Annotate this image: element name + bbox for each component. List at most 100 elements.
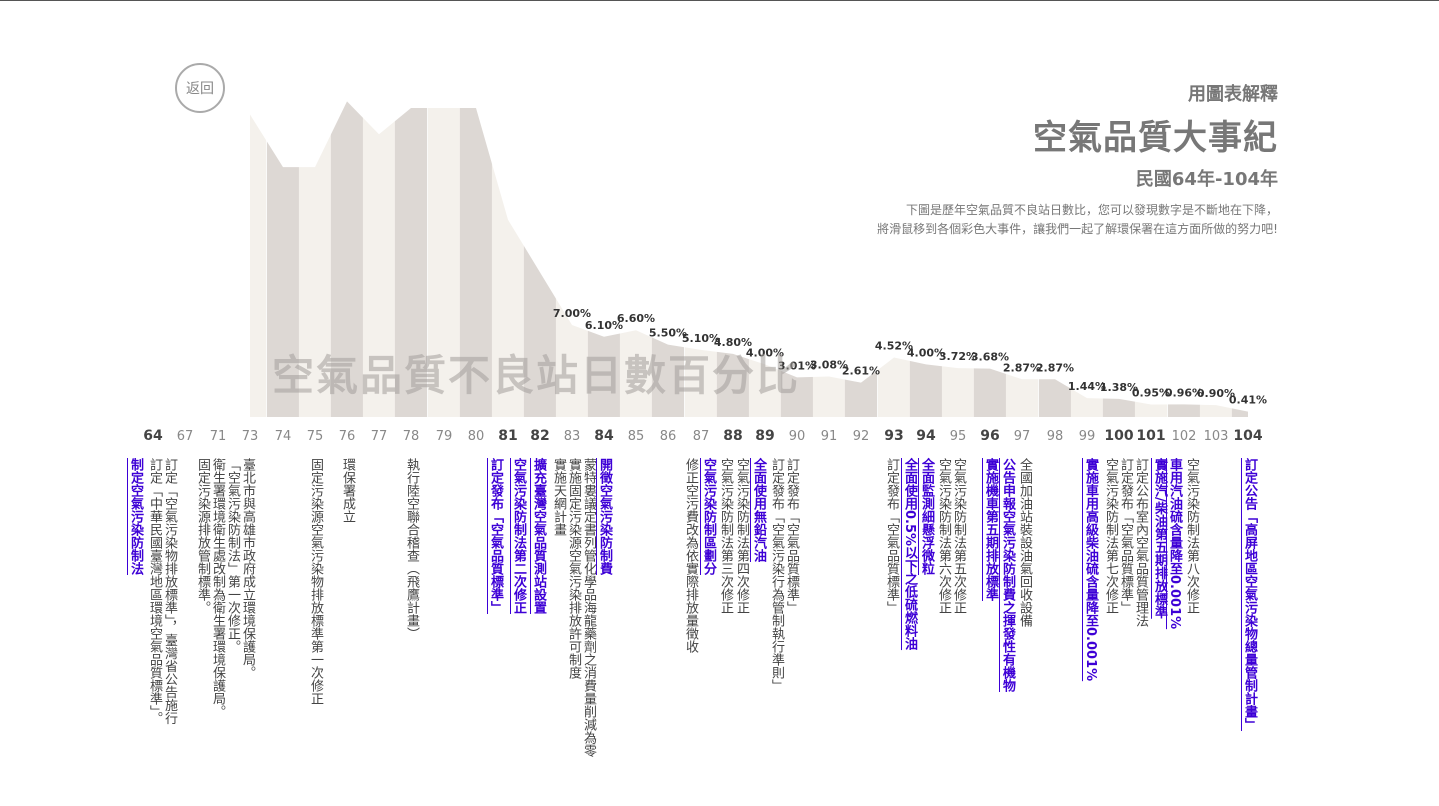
x-tick-label[interactable]: 74 bbox=[275, 429, 292, 444]
event-99[interactable]: 實施車用高級柴油硫含量降至0.001% bbox=[1083, 458, 1098, 681]
x-tick-label[interactable]: 97 bbox=[1014, 429, 1031, 444]
area-column bbox=[877, 101, 911, 417]
x-tick-label[interactable]: 92 bbox=[853, 429, 870, 444]
event-line: 「空氣污染防制法」第一次修正。 bbox=[225, 458, 240, 653]
value-label: 3.72% bbox=[939, 350, 977, 363]
x-tick-label[interactable]: 100 bbox=[1104, 428, 1133, 444]
value-label: 5.10% bbox=[682, 332, 720, 345]
event-75: 固定污染源空氣污染物排放標準第一次修正 bbox=[308, 458, 323, 705]
area-column bbox=[1134, 101, 1168, 417]
page-title: 空氣品質大事紀 bbox=[1033, 118, 1278, 158]
event-82a[interactable]: 空氣污染防制法第二次修正 bbox=[511, 458, 526, 614]
event-line: 固定污染源空氣污染物排放標準第一次修正 bbox=[308, 458, 323, 705]
x-tick-label[interactable]: 95 bbox=[950, 429, 967, 444]
x-tick-label[interactable]: 101 bbox=[1136, 428, 1165, 444]
x-tick-label[interactable]: 75 bbox=[307, 429, 324, 444]
x-tick-label[interactable]: 73 bbox=[242, 429, 259, 444]
event-line: 訂定發布「空氣品質標準」 bbox=[784, 458, 799, 614]
event-line: 空氣污染防制法第八次修正 bbox=[1184, 458, 1199, 614]
event-71: 臺北市與高雄市政府成立環境保護局。 「空氣污染防制法」第一次修正。 衛生署環境衛生處… bbox=[195, 458, 255, 718]
description: 下圖是歷年空氣品質不良站日數比，您可以發現數字是不斷地在下降， 將滑鼠移到各個彩… bbox=[877, 201, 1278, 239]
event-78: 執行陸空聯合稽查（飛鷹計畫） bbox=[404, 458, 419, 640]
top-border bbox=[0, 0, 1439, 1]
event-line: 固定污染源排放管制標準。 bbox=[195, 458, 210, 614]
x-tick-label[interactable]: 64 bbox=[143, 428, 163, 444]
value-label: 3.01% bbox=[778, 359, 816, 372]
event-line: 開徵空氣污染防制費 bbox=[597, 458, 612, 575]
x-tick-label[interactable]: 89 bbox=[755, 428, 774, 444]
event-64[interactable]: 制定空氣污染防制法 bbox=[128, 458, 143, 575]
value-label: 4.00% bbox=[746, 346, 784, 359]
event-line: 實施汽/柴油第五期排放標準 bbox=[1152, 458, 1167, 619]
area-column bbox=[1102, 101, 1136, 417]
event-101[interactable]: 車用汽油硫含量降至0.001% 實施汽/柴油第五期排放標準 bbox=[1152, 458, 1182, 629]
event-line: 訂定發布「空氣品質標準」 bbox=[488, 458, 503, 614]
event-104[interactable]: 訂定公告「高屏地區空氣污染物總量管制計畫」 bbox=[1242, 458, 1257, 731]
x-tick-label[interactable]: 78 bbox=[403, 429, 420, 444]
x-tick-label[interactable]: 98 bbox=[1047, 429, 1064, 444]
event-line: 實施固定污染源空氣污染排放許可制度 bbox=[566, 458, 581, 679]
x-tick-label[interactable]: 67 bbox=[177, 429, 194, 444]
x-tick-label[interactable]: 87 bbox=[693, 429, 710, 444]
x-tick-label[interactable]: 93 bbox=[884, 428, 903, 444]
x-tick-label[interactable]: 91 bbox=[821, 429, 838, 444]
event-line: 衛生署環境衛生處改制為衛生署環境保護局。 bbox=[210, 458, 225, 718]
event-line: 訂定公布室內空氣品質管理法 bbox=[1133, 458, 1148, 627]
x-tick-label[interactable]: 83 bbox=[564, 429, 581, 444]
value-label: 5.50% bbox=[649, 327, 687, 340]
event-line: 實施機車第五期排放標準 bbox=[983, 458, 998, 601]
x-tick-label[interactable]: 90 bbox=[789, 429, 806, 444]
event-line: 環保署成立 bbox=[340, 458, 355, 523]
x-tick-label[interactable]: 96 bbox=[980, 428, 999, 444]
x-tick-label[interactable]: 71 bbox=[210, 429, 227, 444]
x-tick-label[interactable]: 85 bbox=[628, 429, 645, 444]
event-87: 修正空污費改為依實際排放量徵收 bbox=[683, 458, 698, 653]
event-88a[interactable]: 空氣污染防制區劃分 bbox=[701, 458, 716, 575]
event-96[interactable]: 實施機車第五期排放標準 bbox=[983, 458, 998, 601]
x-tick-label[interactable]: 86 bbox=[660, 429, 677, 444]
area-column bbox=[330, 101, 364, 417]
event-97[interactable]: 公告申報空氣污染防制費之揮發性有機物 bbox=[1000, 458, 1015, 692]
event-82b[interactable]: 擴充臺灣空氣品質測站設置 bbox=[531, 458, 546, 614]
area-column bbox=[427, 101, 461, 417]
x-tick-label[interactable]: 81 bbox=[498, 428, 517, 444]
event-line: 蒙特婁議定書列管化學品海龍藥劑之消費量削減為零 bbox=[581, 458, 596, 757]
event-81[interactable]: 訂定發布「空氣品質標準」 bbox=[488, 458, 503, 614]
event-line: 空氣污染防制法第六次修正 bbox=[936, 458, 951, 614]
x-tick-label[interactable]: 76 bbox=[339, 429, 356, 444]
x-tick-label[interactable]: 99 bbox=[1079, 429, 1096, 444]
event-90: 訂定發布「空氣品質標準」 訂定發布「空氣污染行為管制執行準則」 bbox=[769, 458, 799, 692]
x-tick-label[interactable]: 104 bbox=[1233, 428, 1262, 444]
back-button[interactable]: 返回 bbox=[175, 63, 225, 113]
x-tick-label[interactable]: 79 bbox=[436, 429, 453, 444]
area-column bbox=[1070, 101, 1104, 417]
value-label: 0.96% bbox=[1165, 386, 1203, 399]
event-line: 訂定發布「空氣品質標準」 bbox=[884, 458, 899, 614]
event-line: 全面監測細懸浮微粒 bbox=[919, 458, 934, 575]
x-tick-label[interactable]: 80 bbox=[468, 429, 485, 444]
event-line: 實施車用高級柴油硫含量降至0.001% bbox=[1083, 458, 1098, 682]
value-label: 1.38% bbox=[1100, 381, 1138, 394]
x-tick-label[interactable]: 77 bbox=[371, 429, 388, 444]
event-line: 訂定發布「空氣污染行為管制執行準則」 bbox=[769, 458, 784, 692]
value-label: 3.68% bbox=[971, 351, 1009, 364]
event-93b[interactable]: 全面使用0.5%以下之低硫燃料油 bbox=[902, 458, 917, 650]
x-tick-label[interactable]: 103 bbox=[1204, 429, 1229, 444]
x-tick-label[interactable]: 82 bbox=[530, 428, 549, 444]
area-column bbox=[1231, 101, 1248, 417]
x-tick-label[interactable]: 88 bbox=[723, 428, 742, 444]
x-tick-label[interactable]: 94 bbox=[916, 428, 936, 444]
value-label: 0.95% bbox=[1132, 387, 1170, 400]
period-label: 民國64年-104年 bbox=[1135, 169, 1278, 190]
event-93a: 訂定發布「空氣品質標準」 bbox=[884, 458, 899, 614]
value-label: 6.60% bbox=[617, 312, 655, 325]
event-line: 擴充臺灣空氣品質測站設置 bbox=[531, 458, 546, 614]
event-89[interactable]: 全面使用無鉛汽油 bbox=[751, 458, 766, 562]
event-84[interactable]: 開徵空氣污染防制費 bbox=[597, 458, 612, 575]
value-label: 4.52% bbox=[875, 340, 913, 353]
x-tick-label[interactable]: 102 bbox=[1172, 429, 1197, 444]
x-tick-label[interactable]: 84 bbox=[594, 428, 614, 444]
chart-title: 空氣品質不良站日數百分比 bbox=[272, 351, 801, 400]
event-94[interactable]: 全面監測細懸浮微粒 bbox=[919, 458, 934, 575]
